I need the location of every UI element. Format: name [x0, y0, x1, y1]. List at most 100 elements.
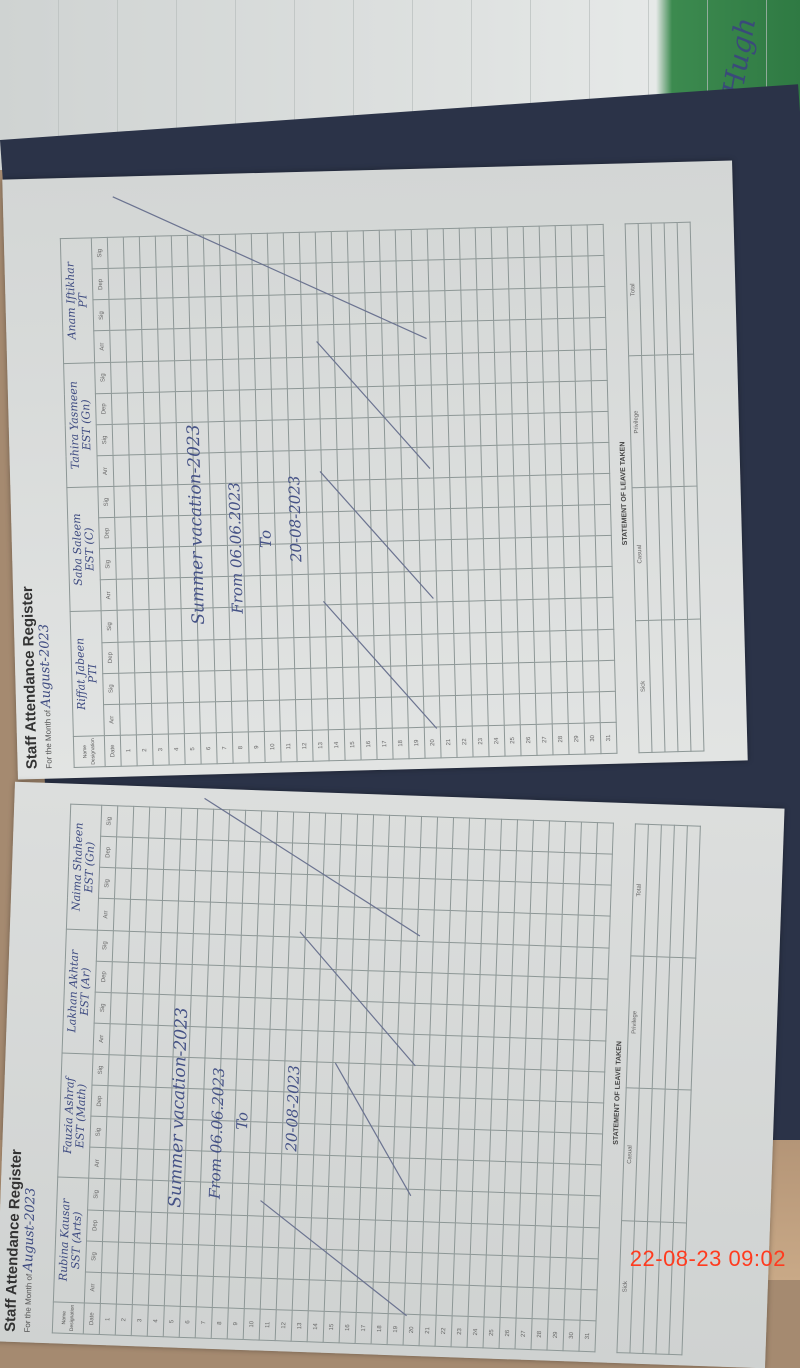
sub-column-label: Sig — [101, 610, 118, 643]
date-cell: 5 — [163, 1305, 181, 1338]
attendance-cell — [592, 411, 609, 443]
attendance-cell — [238, 358, 256, 390]
attendance-cell — [112, 423, 130, 456]
attendance-cell — [145, 900, 163, 933]
attendance-cell — [150, 671, 168, 704]
attendance-cell — [476, 1036, 494, 1069]
attendance-cell — [248, 1152, 266, 1185]
attendance-cell — [229, 638, 247, 671]
attendance-cell — [196, 1275, 214, 1308]
attendance-cell — [221, 327, 239, 360]
attendance-cell — [407, 696, 425, 728]
attendance-cell — [280, 1154, 298, 1186]
attendance-cell — [560, 443, 578, 475]
attendance-cell — [579, 535, 597, 568]
attendance-cell — [507, 1068, 525, 1101]
attendance-cell — [174, 359, 192, 392]
attendance-cell — [396, 260, 413, 293]
attendance-cell — [328, 1155, 346, 1188]
attendance-cell — [321, 480, 339, 513]
attendance-cell — [180, 808, 198, 840]
attendance-cell — [575, 380, 593, 413]
attendance-cell — [589, 1009, 607, 1041]
attendance-cell — [498, 506, 516, 539]
attendance-cell — [508, 257, 525, 290]
date-cell: 25 — [483, 1316, 501, 1349]
attendance-cell — [451, 848, 469, 881]
attendance-cell — [500, 600, 518, 632]
attendance-cell — [596, 566, 613, 599]
attendance-cell — [388, 815, 406, 848]
sub-column-label: Sig — [97, 486, 115, 518]
attendance-cell — [398, 354, 416, 386]
attendance-cell — [439, 695, 457, 727]
attendance-cell — [559, 380, 577, 413]
date-cell: 19 — [387, 1313, 405, 1346]
date-cell: 13 — [312, 729, 330, 762]
attendance-cell — [212, 1276, 230, 1308]
attendance-cell — [510, 351, 528, 383]
attendance-cell — [365, 323, 383, 356]
attendance-cell — [337, 480, 355, 512]
attendance-cell — [553, 1132, 571, 1165]
attendance-cell — [240, 934, 258, 967]
attendance-cell — [515, 851, 533, 883]
attendance-cell — [388, 1282, 406, 1315]
date-cell: 8 — [211, 1307, 229, 1339]
attendance-cell — [343, 697, 361, 730]
attendance-cell — [450, 508, 468, 540]
attendance-cell — [508, 1037, 526, 1070]
attendance-cell — [210, 514, 228, 547]
attendance-cell — [444, 290, 462, 323]
attendance-cell — [151, 702, 169, 735]
attendance-cell — [304, 449, 322, 482]
attendance-cell — [493, 1005, 511, 1038]
attendance-cell — [356, 814, 374, 846]
attendance-cell — [309, 636, 327, 668]
date-cell: 12 — [296, 730, 314, 762]
attendance-cell — [405, 633, 423, 666]
attendance-cell — [361, 1125, 379, 1158]
attendance-cell — [424, 1159, 442, 1191]
attendance-cell — [597, 628, 615, 661]
attendance-cell — [211, 840, 229, 873]
attendance-cell — [267, 232, 285, 265]
attendance-cell — [347, 230, 365, 263]
attendance-cell — [123, 1055, 142, 1087]
date-cell: 27 — [515, 1317, 533, 1350]
attendance-cell — [292, 574, 310, 607]
attendance-cell — [114, 517, 132, 549]
attendance-cell — [320, 418, 337, 450]
attendance-cell — [581, 1257, 599, 1290]
attendance-cell — [132, 1273, 150, 1306]
attendance-cell — [476, 258, 493, 291]
attendance-cell — [354, 876, 372, 909]
attendance-cell — [364, 292, 382, 325]
attendance-cell — [468, 818, 486, 850]
attendance-cell — [548, 567, 565, 600]
attendance-cell — [262, 1215, 280, 1248]
attendance-cell — [292, 811, 310, 844]
attendance-cell — [582, 1226, 600, 1259]
attendance-cell — [540, 1038, 558, 1071]
sub-column-label: Sig — [96, 424, 114, 456]
attendance-cell — [566, 660, 584, 693]
attendance-cell — [456, 1160, 474, 1192]
attendance-cell — [222, 996, 240, 1029]
attendance-cell — [391, 696, 409, 729]
attendance-cell — [487, 1192, 505, 1225]
attendance-cell — [334, 355, 352, 388]
designation-label: Designation — [68, 1304, 76, 1332]
attendance-cell — [402, 878, 420, 910]
date-cell: 12 — [275, 1309, 293, 1342]
attendance-cell — [423, 695, 441, 728]
staff-designation: EST (C) — [82, 527, 97, 572]
attendance-cell — [371, 845, 389, 878]
attendance-cell — [323, 542, 341, 575]
attendance-cell — [249, 1121, 267, 1154]
attendance-cell — [376, 1157, 394, 1190]
attendance-cell — [512, 944, 530, 976]
attendance-cell — [509, 1006, 527, 1039]
attendance-cell — [502, 662, 520, 694]
attendance-cell — [230, 669, 248, 702]
